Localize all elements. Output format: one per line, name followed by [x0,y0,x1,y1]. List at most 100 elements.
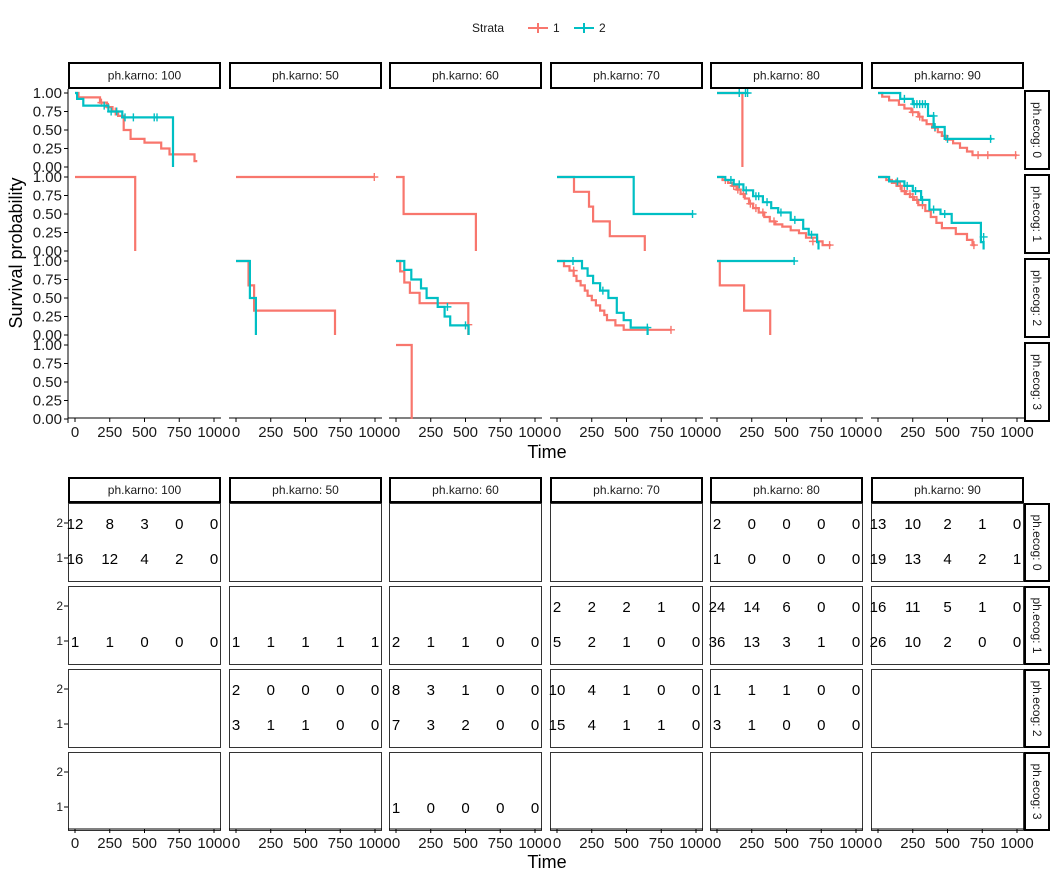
top-y-tick-label-1-1: 0.25 [33,225,62,242]
risk-count-strata1-r1c4-t0: 36 [709,634,726,651]
table-row-strip-3 [1024,752,1050,831]
censor-mark-strata2-r0c0-6 [153,113,162,122]
top-y-tick-label-0-3: 0.75 [33,104,62,121]
table-x-tick-label-1-0: 0 [232,835,240,852]
risk-count-strata1-r1c5-t1: 10 [904,634,921,651]
table-col-strip-label-1: ph.karno: 50 [272,483,339,497]
risk-count-strata1-r2c3-t4: 0 [692,717,700,734]
table-x-tick-label-3-0: 0 [553,835,561,852]
legend: Strata 1 2 [472,21,606,35]
risk-count-strata1-r0c4-t4: 0 [852,551,860,568]
top-y-tick-label-3-4: 1.00 [33,337,62,354]
risk-count-strata1-r0c5-t1: 13 [904,551,921,568]
censor-mark-strata1-r1c4-6 [758,208,767,217]
risk-count-strata1-r0c5-t2: 4 [943,551,951,568]
risk-count-strata2-r2c4-t0: 1 [713,682,721,699]
table-panel-r1c0 [68,586,221,665]
risk-count-strata2-r0c5-t3: 1 [978,516,986,533]
survival-curve-strata1-r1c3 [557,175,646,251]
risk-count-strata2-r0c5-t1: 10 [904,516,921,533]
risk-count-strata1-r0c4-t3: 0 [817,551,825,568]
table-panel-r3c3 [550,752,703,831]
table-panel-r2c4 [710,669,863,748]
top-y-tick-label-3-2: 0.50 [33,374,62,391]
top-x-tick-label-4-4: 1000 [839,424,872,441]
top-x-tick-label-1-1: 250 [258,424,283,441]
risk-count-strata2-r1c5-t4: 0 [1013,599,1021,616]
censor-mark-strata2-r1c4-4 [754,192,763,201]
risk-count-strata2-r2c2-t2: 1 [461,682,469,699]
table-col-strip-4 [710,477,863,503]
table-panel-r3c5 [871,752,1024,831]
table-panel-r2c5 [871,669,1024,748]
top-y-tick-label-1-0: 0.00 [33,243,62,260]
censor-mark-strata1-r0c5-4 [974,151,983,160]
censor-mark-strata2-r1c4-0 [726,175,735,184]
top-x-tick-label-0-0: 0 [71,424,79,441]
top-x-tick-label-0-3: 750 [167,424,192,441]
table-panel-r0c3 [550,503,703,582]
top-y-tick-label-3-0: 0.00 [33,411,62,428]
table-panel-r3c1 [229,752,382,831]
risk-count-strata2-r1c4-t4: 0 [852,599,860,616]
top-x-tick-label-1-0: 0 [232,424,240,441]
top-col-strip-5 [871,62,1024,89]
top-x-tick-label-5-1: 250 [900,424,925,441]
censor-mark-strata2-r1c5-6 [979,232,988,241]
risk-count-strata1-r0c0-t1: 12 [101,551,118,568]
risk-count-strata1-r0c0-t2: 4 [140,551,148,568]
censor-mark-strata2-r0c5-6 [929,111,938,120]
risk-count-strata2-r2c1-t0: 2 [232,682,240,699]
top-y-tick-label-2-2: 0.50 [33,290,62,307]
survival-curve-strata2-r0c5 [878,91,992,140]
top-row-strip-label-0: ph.ecog: 0 [1030,102,1044,158]
table-panel-r0c4 [710,503,863,582]
table-x-axis-title: Time [527,852,566,872]
censor-mark-strata1-r1c1-0 [370,173,379,181]
risk-count-strata1-r1c1-t1: 1 [267,634,275,651]
censor-mark-strata2-r1c4-8 [807,230,816,239]
top-y-tick-label-0-0: 0.00 [33,159,62,176]
top-col-strip-1 [229,62,382,89]
table-y-tick-label-2-2: 2 [56,682,63,696]
risk-count-strata2-r2c4-t3: 0 [817,682,825,699]
table-panel-r1c1 [229,586,382,665]
table-panel-r2c0 [68,669,221,748]
risk-count-strata1-r1c2-t1: 1 [427,634,435,651]
risk-count-strata2-r2c4-t4: 0 [852,682,860,699]
top-x-tick-label-3-1: 250 [579,424,604,441]
risk-count-strata1-r3c2-t1: 0 [427,800,435,817]
risk-count-strata1-r1c1-t3: 1 [336,634,344,651]
top-col-strip-label-0: ph.karno: 100 [108,69,182,83]
table-x-tick-label-5-0: 0 [874,835,882,852]
top-x-tick-label-2-1: 250 [418,424,443,441]
risk-count-strata1-r1c4-t4: 0 [852,634,860,651]
risk-count-strata2-r1c4-t2: 6 [782,599,790,616]
survival-curve-strata1-r0c0 [75,91,198,163]
table-x-tick-label-2-1: 250 [418,835,443,852]
risk-count-strata2-r0c4-t4: 0 [852,516,860,533]
table-x-tick-label-0-3: 750 [167,835,192,852]
risk-count-strata1-r1c4-t2: 3 [782,634,790,651]
risk-count-strata2-r2c2-t4: 0 [531,682,539,699]
top-col-strip-label-2: ph.karno: 60 [432,69,499,83]
censor-mark-strata1-r1c4-8 [808,237,817,246]
censor-mark-strata1-r2c3-0 [569,266,578,275]
risk-count-strata1-r0c0-t3: 2 [175,551,183,568]
risk-count-strata1-r1c3-t1: 2 [588,634,596,651]
risk-count-strata1-r1c5-t4: 0 [1013,634,1021,651]
risk-count-strata1-r1c0-t3: 0 [175,634,183,651]
risk-count-strata1-r1c5-t0: 26 [870,634,887,651]
risk-count-strata2-r2c3-t3: 0 [657,682,665,699]
table-y-tick-label-3-1: 1 [56,800,63,814]
censor-mark-strata2-r1c4-7 [790,215,799,224]
table-x-tick-label-2-2: 500 [453,835,478,852]
top-y-tick-label-1-2: 0.50 [33,206,62,223]
censor-mark-strata2-r0c4-2 [743,89,752,97]
top-x-tick-label-0-2: 500 [132,424,157,441]
risk-count-strata1-r1c5-t3: 0 [978,634,986,651]
risk-count-strata2-r1c3-t0: 2 [553,599,561,616]
censor-mark-strata1-r1c4-9 [825,241,834,250]
censor-mark-strata1-r2c3-1 [666,325,675,334]
risk-count-strata1-r2c1-t2: 1 [301,717,309,734]
